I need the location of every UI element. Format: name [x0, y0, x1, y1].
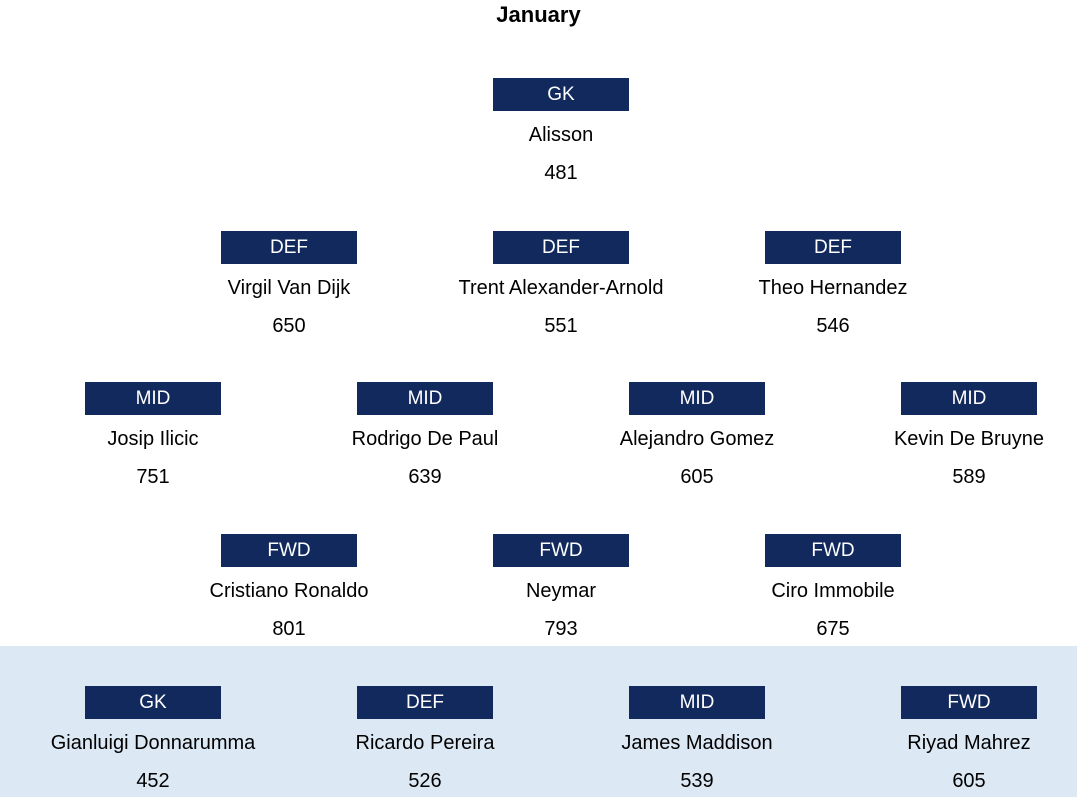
- player-card: FWD Cristiano Ronaldo 801: [153, 534, 425, 643]
- player-points: 539: [680, 770, 714, 792]
- position-badge: MID: [629, 382, 765, 415]
- player-card: MID Kevin De Bruyne 589: [833, 382, 1077, 491]
- player-points: 551: [544, 315, 578, 337]
- player-card: MID Alejandro Gomez 605: [561, 382, 833, 491]
- player-points: 605: [952, 770, 986, 792]
- player-card: DEF Trent Alexander-Arnold 551: [425, 231, 697, 340]
- player-card: DEF Ricardo Pereira 526: [289, 686, 561, 795]
- page-title: January: [496, 2, 581, 27]
- position-badge: MID: [901, 382, 1037, 415]
- player-card: DEF Virgil Van Dijk 650: [153, 231, 425, 340]
- player-card: FWD Ciro Immobile 675: [697, 534, 969, 643]
- player-name: Kevin De Bruyne: [893, 428, 1045, 450]
- player-name: Ciro Immobile: [771, 580, 895, 602]
- player-points: 675: [816, 618, 850, 640]
- player-points: 639: [408, 466, 442, 488]
- player-points: 605: [680, 466, 714, 488]
- position-badge: DEF: [493, 231, 629, 264]
- player-points: 452: [136, 770, 170, 792]
- position-badge: MID: [629, 686, 765, 719]
- position-badge: MID: [357, 382, 493, 415]
- player-card: GK Alisson 481: [425, 78, 697, 187]
- player-card: FWD Neymar 793: [425, 534, 697, 643]
- player-name: Neymar: [525, 580, 596, 602]
- player-card: MID Josip Ilicic 751: [17, 382, 289, 491]
- player-name: Virgil Van Dijk: [227, 277, 351, 299]
- position-badge: MID: [85, 382, 221, 415]
- player-points: 650: [272, 315, 306, 337]
- player-points: 481: [544, 162, 578, 184]
- position-badge: DEF: [765, 231, 901, 264]
- player-name: Rodrigo De Paul: [351, 428, 499, 450]
- player-name: Alejandro Gomez: [619, 428, 775, 450]
- player-card: MID James Maddison 539: [561, 686, 833, 795]
- player-name: Ricardo Pereira: [355, 732, 495, 754]
- position-badge: DEF: [357, 686, 493, 719]
- player-name: Cristiano Ronaldo: [209, 580, 369, 602]
- player-points: 751: [136, 466, 170, 488]
- player-points: 589: [952, 466, 986, 488]
- player-name: Riyad Mahrez: [907, 732, 1031, 754]
- player-name: James Maddison: [621, 732, 773, 754]
- bench-highlight-band: [0, 646, 1077, 797]
- player-name: Alisson: [528, 124, 594, 146]
- defender-row: DEF Virgil Van Dijk 650 DEF Trent Alexan…: [0, 231, 1077, 346]
- position-badge: FWD: [901, 686, 1037, 719]
- position-badge: GK: [85, 686, 221, 719]
- position-badge: DEF: [221, 231, 357, 264]
- goalkeeper-row: GK Alisson 481: [0, 78, 1077, 193]
- position-badge: FWD: [765, 534, 901, 567]
- player-card: FWD Riyad Mahrez 605: [833, 686, 1077, 795]
- player-card: MID Rodrigo De Paul 639: [289, 382, 561, 491]
- player-points: 793: [544, 618, 578, 640]
- position-badge: GK: [493, 78, 629, 111]
- player-card: DEF Theo Hernandez 546: [697, 231, 969, 340]
- position-badge: FWD: [221, 534, 357, 567]
- player-points: 546: [816, 315, 850, 337]
- player-name: Gianluigi Donnarumma: [50, 732, 256, 754]
- bench-row: GK Gianluigi Donnarumma 452 DEF Ricardo …: [0, 686, 1077, 797]
- position-badge: FWD: [493, 534, 629, 567]
- player-name: Theo Hernandez: [758, 277, 908, 299]
- player-name: Josip Ilicic: [107, 428, 199, 450]
- player-points: 526: [408, 770, 442, 792]
- forward-row: FWD Cristiano Ronaldo 801 FWD Neymar 793…: [0, 534, 1077, 649]
- midfielder-row: MID Josip Ilicic 751 MID Rodrigo De Paul…: [0, 382, 1077, 497]
- player-card: GK Gianluigi Donnarumma 452: [17, 686, 289, 795]
- player-points: 801: [272, 618, 306, 640]
- player-name: Trent Alexander-Arnold: [458, 277, 664, 299]
